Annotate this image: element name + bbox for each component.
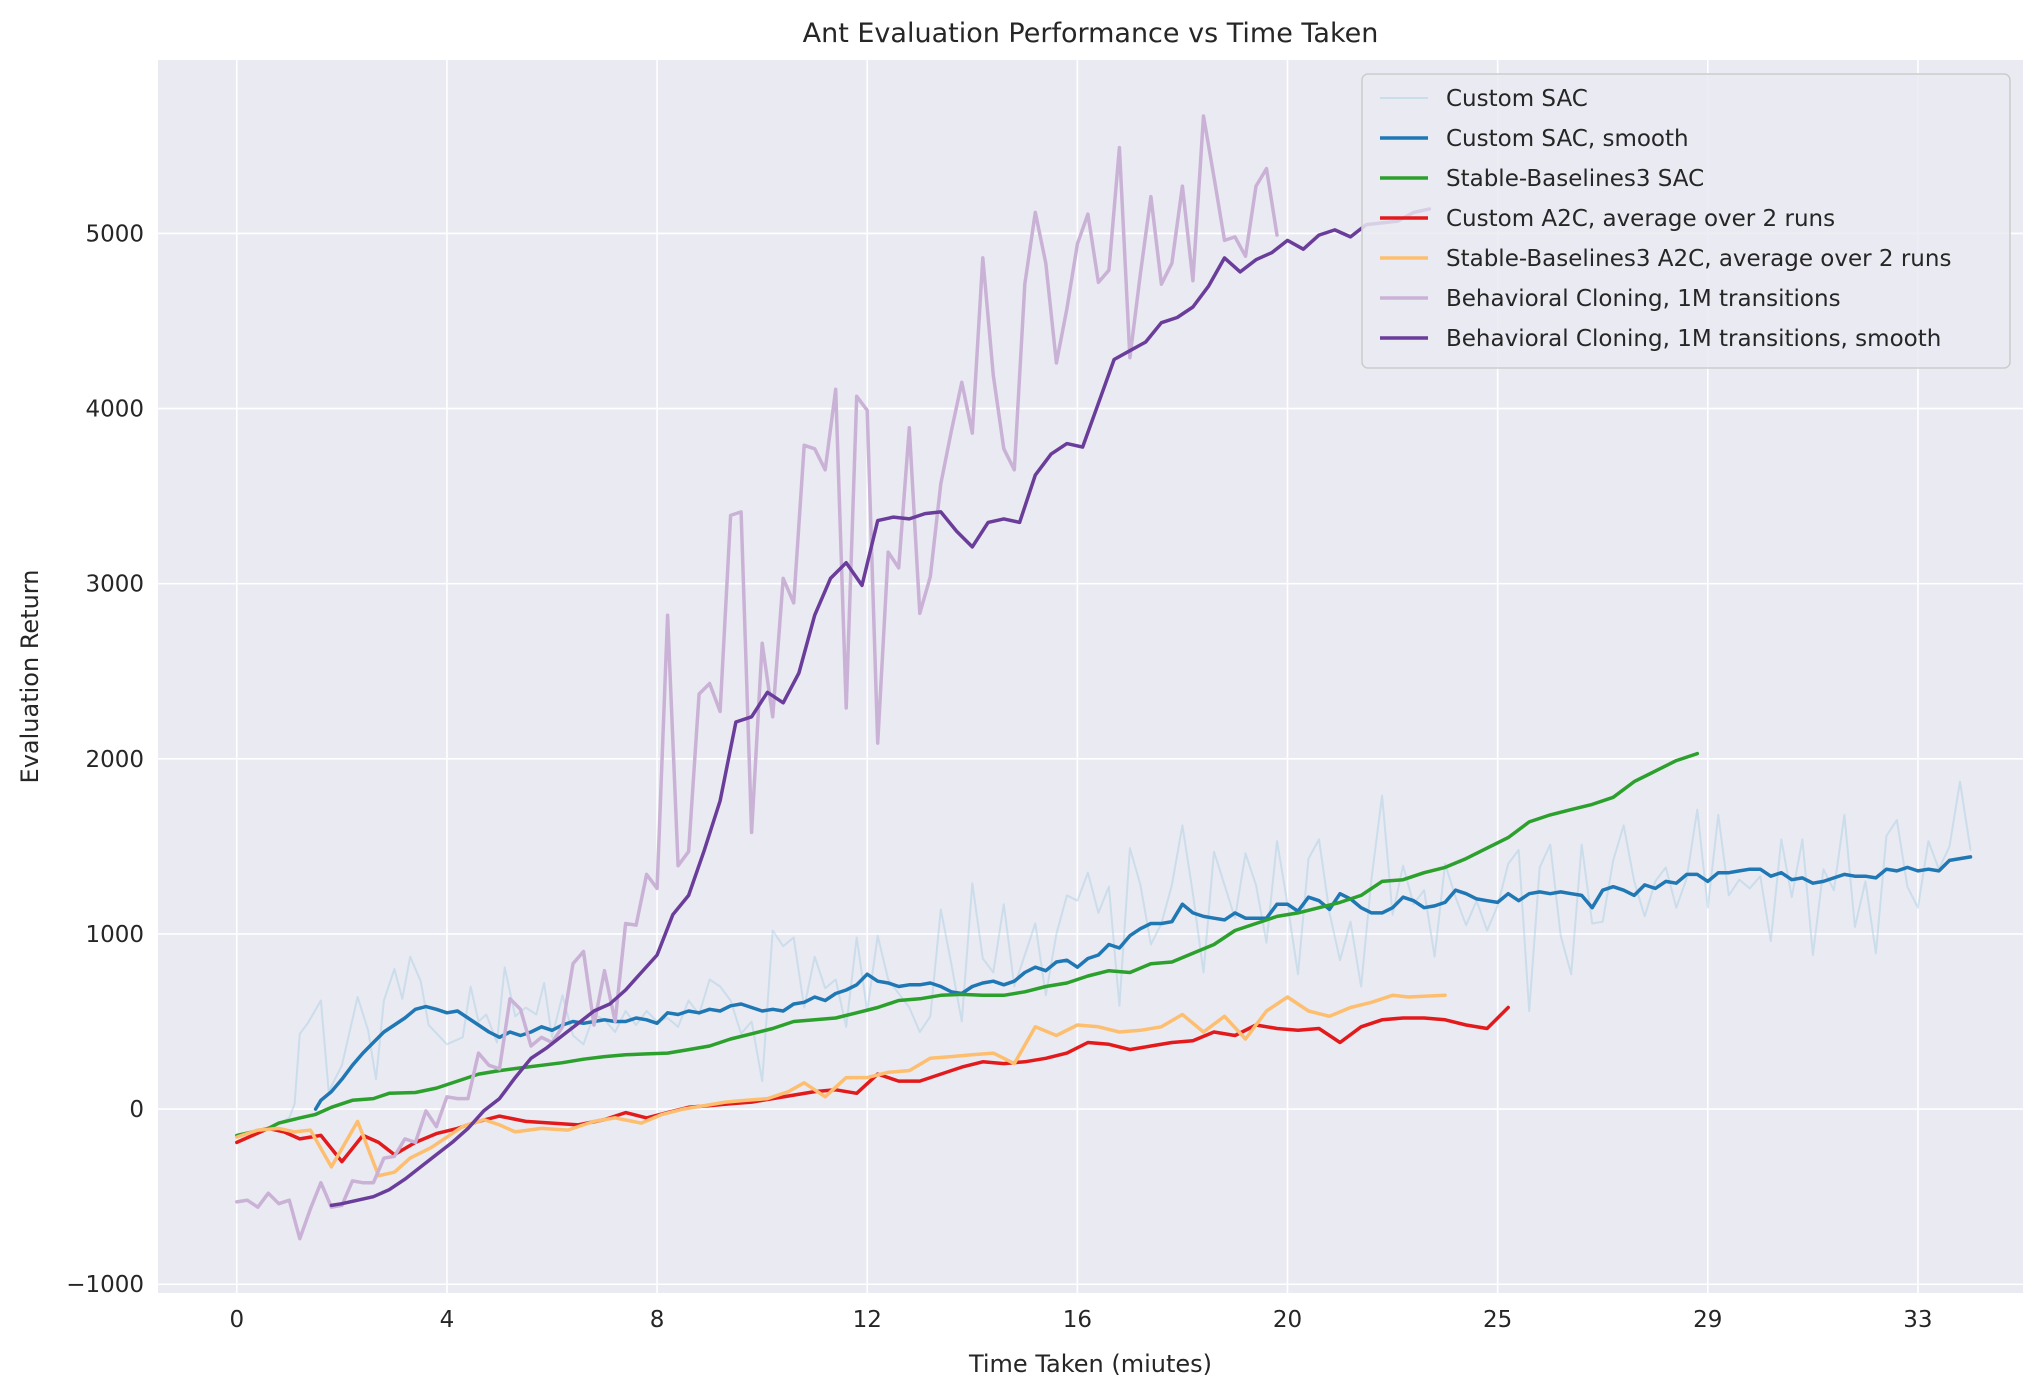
series-line-custom-a2c-average-over-2-runs [235, 1005, 1510, 1164]
legend: Custom SAC Custom SAC, smooth Stable-Basel… [1361, 73, 2011, 369]
x-tick-label: 0 [229, 1307, 244, 1333]
y-tick-label: 1000 [85, 922, 144, 948]
y-tick-label: 5000 [85, 221, 144, 247]
x-axis-label: Time Taken (miutes) [968, 1350, 1212, 1378]
legend-label: Behavioral Cloning, 1M transitions [1446, 286, 1841, 312]
x-tick-label: 20 [1273, 1307, 1302, 1333]
x-tick-label: 29 [1693, 1307, 1722, 1333]
legend-label: Custom SAC, smooth [1446, 126, 1689, 152]
series-line-custom-sac-smooth [313, 855, 1973, 1111]
x-tick-label: 33 [1903, 1307, 1932, 1333]
legend-label: Behavioral Cloning, 1M transitions, smoo… [1446, 326, 1941, 352]
series-lines [235, 114, 1973, 1241]
series-line-behavioral-cloning-1m-transitions [235, 114, 1279, 1241]
x-tick-label: 16 [1063, 1307, 1092, 1333]
tick-labels: 0 4 8 12 16 20 25 29 33 −1000 0 1000 2000 3000 4000 500… [66, 221, 1932, 1333]
legend-label: Stable-Baselines3 A2C, average over 2 ru… [1446, 246, 1951, 272]
legend-label: Stable-Baselines3 SAC [1446, 166, 1704, 192]
y-axis-label: Evaluation Return [16, 570, 44, 784]
legend-label: Custom A2C, average over 2 runs [1446, 206, 1835, 232]
x-tick-label: 12 [853, 1307, 882, 1333]
x-tick-label: 25 [1483, 1307, 1512, 1333]
y-tick-label: 3000 [85, 572, 144, 598]
y-tick-label: 2000 [85, 747, 144, 773]
y-tick-label: −1000 [66, 1272, 144, 1298]
y-tick-label: 0 [129, 1097, 144, 1123]
x-tick-label: 4 [440, 1307, 455, 1333]
x-tick-label: 8 [650, 1307, 665, 1333]
chart-title: Ant Evaluation Performance vs Time Taken [803, 18, 1379, 49]
series-line-stable-baselines3-a2c-average-over-2-runs [235, 993, 1447, 1178]
legend-label: Custom SAC [1446, 86, 1588, 112]
series-line-behavioral-cloning-1m-transitions-smooth [329, 207, 1432, 1208]
legend-box [1361, 73, 2011, 369]
y-tick-label: 4000 [85, 397, 144, 423]
